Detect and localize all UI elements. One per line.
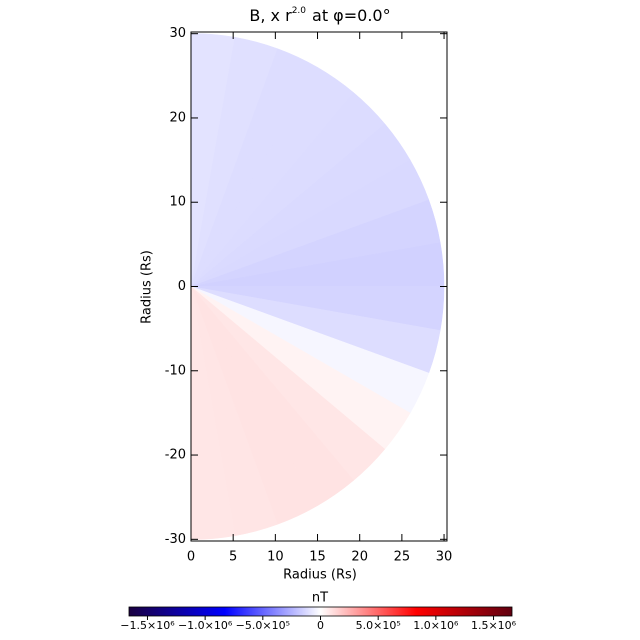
colorbar [128, 606, 513, 617]
colorbar-tick-label: 0 [317, 619, 324, 632]
chart-title: B, x r2.0 at φ=0.0° [249, 6, 390, 25]
colorbar-tick-label: −5.0×10⁵ [236, 619, 290, 632]
x-tick-label: 20 [351, 550, 368, 565]
y-axis-label: Radius (Rs) [140, 250, 155, 324]
x-tick-label: 10 [267, 550, 284, 565]
y-tick-label: -10 [165, 363, 186, 378]
colorbar-tick-label: 1.5×10⁶ [471, 619, 517, 632]
colorbar-tick-label: 5.0×10⁵ [356, 619, 401, 632]
y-tick-label: -30 [165, 532, 186, 547]
title-main: B, x r [249, 6, 292, 25]
colorbar-tick-label: 1.0×10⁶ [413, 619, 459, 632]
colorbar-tick-label: −1.5×10⁶ [120, 619, 175, 632]
x-axis-label: Radius (Rs) [283, 568, 357, 583]
x-tick-label: 25 [394, 550, 411, 565]
x-tick-label: 30 [436, 550, 453, 565]
title-rest: at φ=0.0° [312, 6, 391, 25]
y-tick-label: -20 [165, 448, 186, 463]
y-tick-label: 10 [169, 195, 186, 210]
title-exponent: 2.0 [292, 6, 307, 16]
y-tick-label: 0 [178, 279, 186, 294]
colorbar-tick-label: −1.0×10⁶ [178, 619, 233, 632]
field [190, 33, 445, 540]
colorbar-label: nT [312, 591, 328, 606]
y-tick-label: 20 [169, 110, 186, 125]
x-tick-label: 0 [187, 550, 195, 565]
x-tick-label: 15 [309, 550, 326, 565]
y-tick-label: 30 [169, 26, 186, 41]
x-tick-label: 5 [229, 550, 237, 565]
